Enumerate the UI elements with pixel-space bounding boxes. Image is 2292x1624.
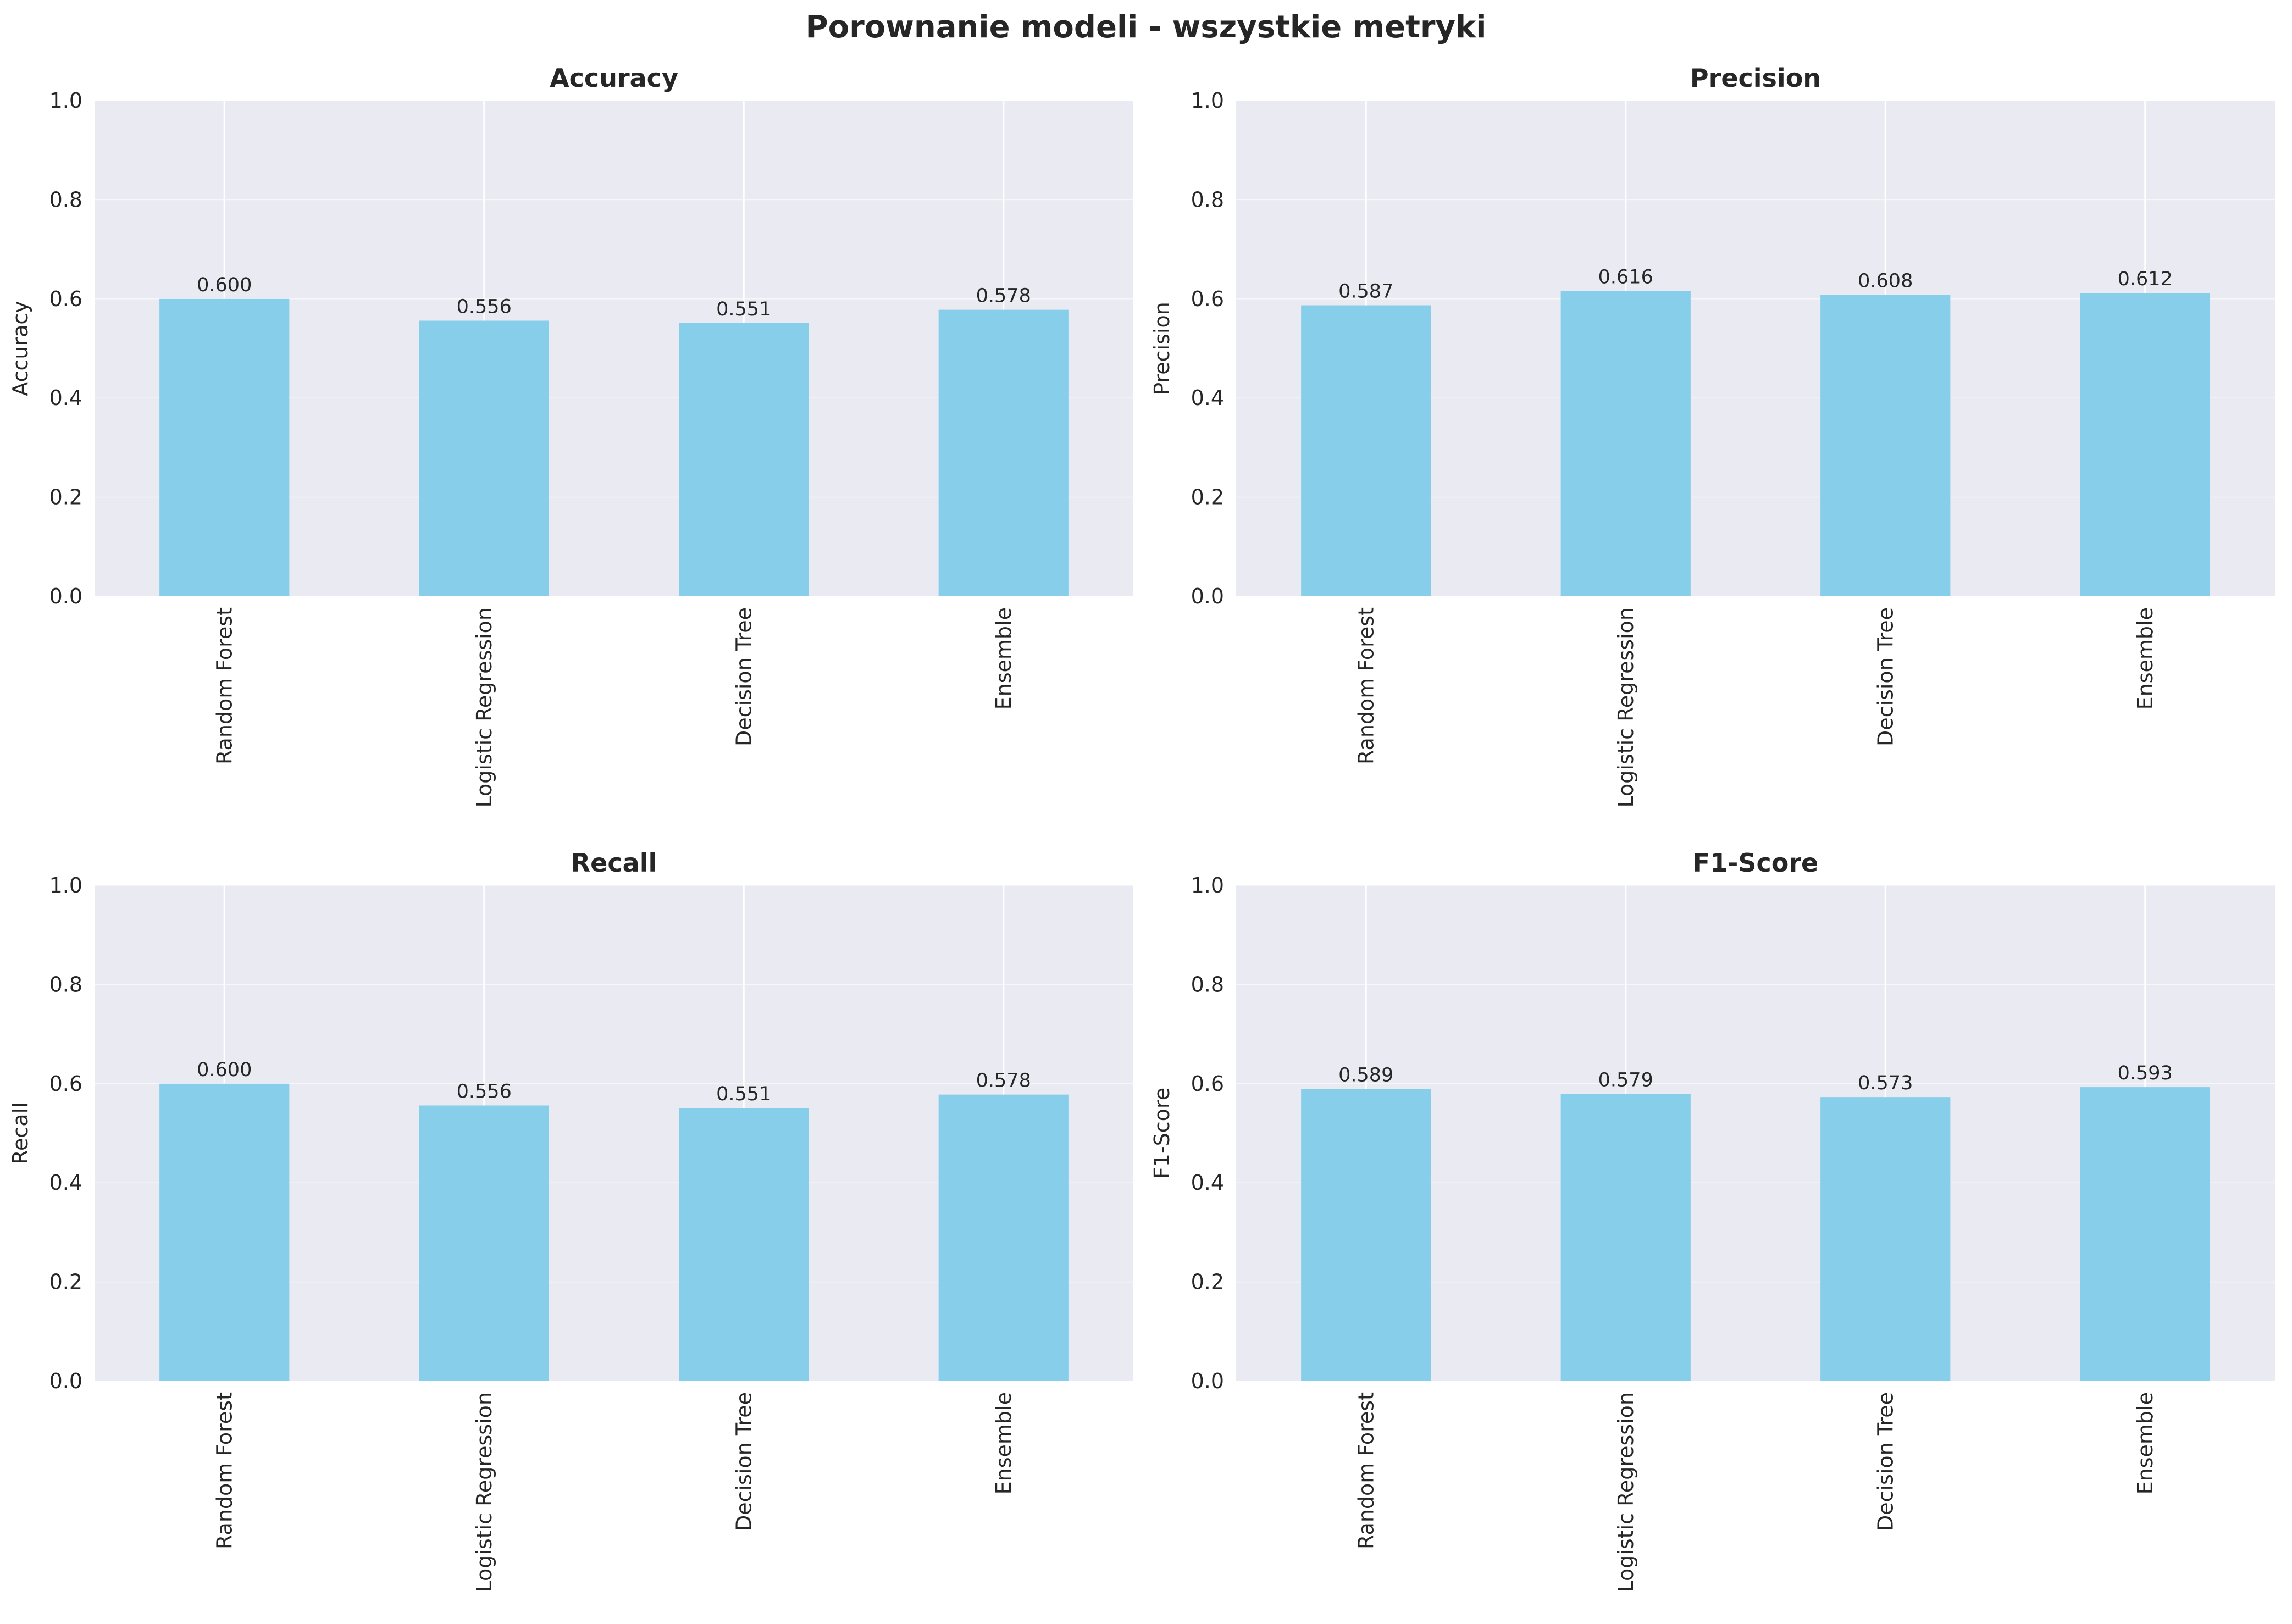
y-tick-label: 0.0 bbox=[1191, 584, 1224, 608]
subplot-1: 0.0 0.2 0.4 0.6 0.8 1.0 0.600 0.556 0.551 0.578 Ra… bbox=[8, 63, 1133, 808]
subplot-title: Precision bbox=[1690, 63, 1821, 93]
y-tick-label: 0.2 bbox=[1191, 485, 1224, 509]
bar-1 bbox=[159, 1083, 290, 1381]
x-tick-label: Random Forest bbox=[212, 607, 236, 764]
y-tick-label: 0.4 bbox=[1191, 1171, 1224, 1195]
bar-value-label: 0.589 bbox=[1338, 1065, 1393, 1087]
bar-value-label: 0.600 bbox=[197, 1059, 252, 1081]
y-tick-label: 0.2 bbox=[1191, 1270, 1224, 1294]
x-tick-label: Ensemble bbox=[2133, 607, 2157, 710]
bar-value-label: 0.556 bbox=[457, 1080, 512, 1102]
bar-2 bbox=[419, 320, 549, 596]
bar-4 bbox=[2080, 292, 2210, 596]
subplot-title: Accuracy bbox=[550, 63, 678, 93]
bar-value-label: 0.587 bbox=[1338, 281, 1393, 303]
x-tick-label: Ensemble bbox=[992, 607, 1016, 710]
y-axis-label: Recall bbox=[8, 1102, 32, 1164]
bar-2 bbox=[1560, 291, 1691, 596]
y-tick-label: 0.6 bbox=[49, 1072, 82, 1096]
bar-4 bbox=[2080, 1087, 2210, 1381]
bar-value-label: 0.556 bbox=[457, 296, 512, 318]
y-tick-label: 0.8 bbox=[1191, 187, 1224, 212]
x-tick-label: Logistic Regression bbox=[1614, 1392, 1638, 1593]
y-tick-label: 0.4 bbox=[1191, 386, 1224, 410]
x-tick-label: Decision Tree bbox=[1873, 1392, 1897, 1531]
x-tick-label: Random Forest bbox=[212, 1392, 236, 1549]
subplot-title: F1-Score bbox=[1693, 848, 1818, 878]
y-tick-label: 1.0 bbox=[49, 88, 82, 113]
bar-2 bbox=[419, 1105, 549, 1381]
y-axis-label: Accuracy bbox=[8, 301, 32, 396]
y-axis-label: Precision bbox=[1150, 302, 1174, 395]
bar-3 bbox=[1820, 1097, 1951, 1381]
y-tick-label: 0.8 bbox=[1191, 972, 1224, 996]
y-tick-label: 0.6 bbox=[1191, 1072, 1224, 1096]
bar-2 bbox=[1560, 1094, 1691, 1381]
bar-value-label: 0.551 bbox=[716, 1083, 771, 1105]
y-tick-label: 0.6 bbox=[49, 287, 82, 311]
y-tick-label: 0.4 bbox=[49, 1171, 82, 1195]
subplot-grid: 0.0 0.2 0.4 0.6 0.8 1.0 0.600 0.556 0.551 0.578 Ra… bbox=[8, 63, 2275, 1593]
bar-value-label: 0.608 bbox=[1858, 270, 1913, 292]
subplot-4: 0.0 0.2 0.4 0.6 0.8 1.0 0.589 0.579 0.573 0.593 Ra… bbox=[1150, 848, 2275, 1593]
y-tick-label: 0.8 bbox=[49, 187, 82, 212]
y-tick-label: 0.0 bbox=[49, 1369, 82, 1393]
bar-value-label: 0.578 bbox=[976, 1070, 1031, 1092]
y-tick-label: 0.0 bbox=[49, 584, 82, 608]
y-tick-label: 1.0 bbox=[1191, 88, 1224, 113]
subplot-3: 0.0 0.2 0.4 0.6 0.8 1.0 0.600 0.556 0.551 0.578 Ra… bbox=[8, 848, 1133, 1593]
y-tick-label: 1.0 bbox=[1191, 873, 1224, 897]
y-tick-label: 0.8 bbox=[49, 972, 82, 996]
y-tick-label: 0.2 bbox=[49, 1270, 82, 1294]
bar-value-label: 0.616 bbox=[1598, 266, 1653, 288]
x-tick-label: Ensemble bbox=[2133, 1392, 2157, 1494]
bar-1 bbox=[159, 298, 290, 596]
bar-4 bbox=[938, 309, 1069, 596]
x-tick-label: Logistic Regression bbox=[1614, 607, 1638, 808]
bar-value-label: 0.593 bbox=[2118, 1062, 2173, 1084]
bar-4 bbox=[938, 1094, 1069, 1381]
bar-value-label: 0.578 bbox=[976, 285, 1031, 307]
y-tick-label: 0.6 bbox=[1191, 287, 1224, 311]
y-tick-label: 0.4 bbox=[49, 386, 82, 410]
bar-value-label: 0.579 bbox=[1598, 1069, 1653, 1091]
x-tick-label: Decision Tree bbox=[732, 1392, 756, 1531]
y-tick-label: 0.0 bbox=[1191, 1369, 1224, 1393]
x-tick-label: Logistic Regression bbox=[472, 1392, 496, 1593]
bar-1 bbox=[1301, 1089, 1431, 1381]
bar-value-label: 0.551 bbox=[716, 298, 771, 320]
x-tick-label: Ensemble bbox=[992, 1392, 1016, 1494]
x-tick-label: Random Forest bbox=[1354, 1392, 1378, 1549]
bar-value-label: 0.612 bbox=[2118, 268, 2173, 290]
bar-3 bbox=[679, 1107, 809, 1381]
bar-value-label: 0.573 bbox=[1858, 1072, 1913, 1094]
bar-1 bbox=[1301, 305, 1431, 596]
x-tick-label: Decision Tree bbox=[732, 607, 756, 746]
bar-3 bbox=[1820, 295, 1951, 596]
figure-title: Porownanie modeli - wszystkie metryki bbox=[806, 9, 1487, 45]
y-tick-label: 0.2 bbox=[49, 485, 82, 509]
bar-value-label: 0.600 bbox=[197, 274, 252, 296]
x-tick-label: Random Forest bbox=[1354, 607, 1378, 764]
subplot-2: 0.0 0.2 0.4 0.6 0.8 1.0 0.587 0.616 0.608 0.612 Ra… bbox=[1150, 63, 2275, 808]
subplot-title: Recall bbox=[571, 848, 657, 878]
x-tick-label: Logistic Regression bbox=[472, 607, 496, 808]
y-tick-label: 1.0 bbox=[49, 873, 82, 897]
x-tick-label: Decision Tree bbox=[1873, 607, 1897, 746]
y-axis-label: F1-Score bbox=[1150, 1088, 1174, 1179]
bar-3 bbox=[679, 323, 809, 596]
